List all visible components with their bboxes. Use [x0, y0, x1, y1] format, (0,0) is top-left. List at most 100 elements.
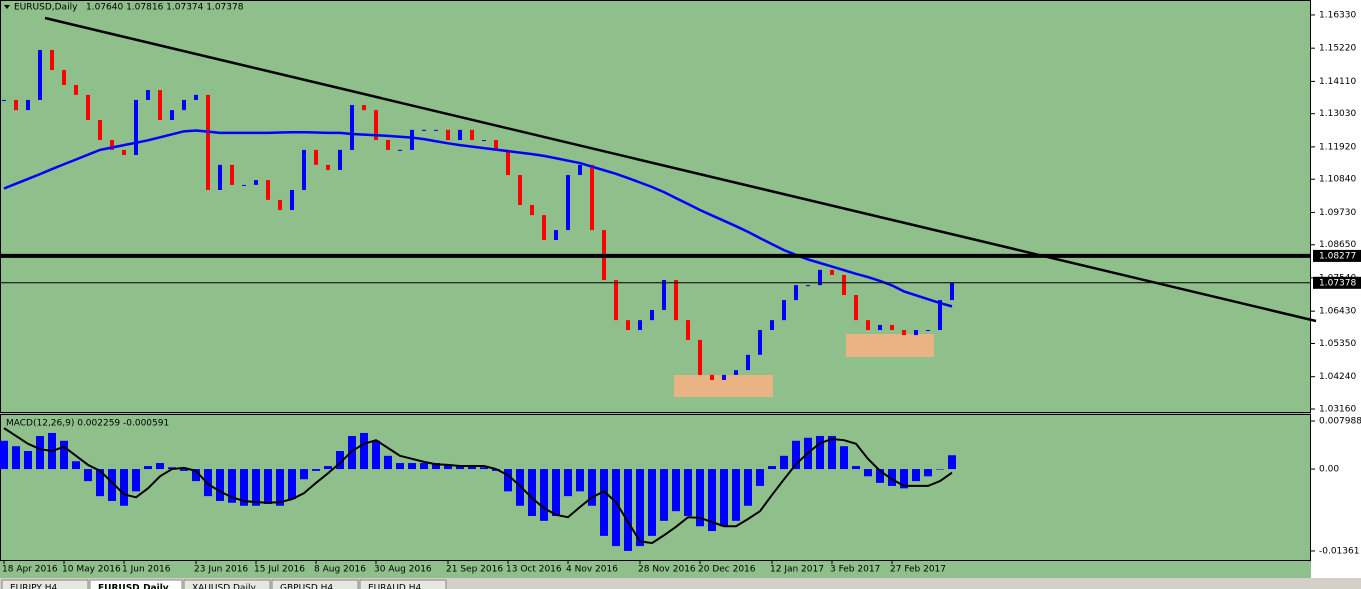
- macd-bar: [792, 440, 800, 470]
- candle-body: [698, 339, 702, 375]
- candle-body: [554, 230, 558, 240]
- candle-body: [386, 140, 390, 150]
- macd-bar: [300, 469, 308, 480]
- candle-body: [518, 175, 522, 205]
- candle-body: [950, 282, 954, 301]
- candle-body: [98, 119, 102, 141]
- x-tick-label: 8 Aug 2016: [314, 565, 366, 575]
- x-tick-label: 10 May 2016: [62, 565, 121, 575]
- candle-body: [614, 280, 618, 321]
- candle-body: [26, 99, 30, 111]
- candle-body: [194, 94, 198, 100]
- candle-body: [446, 129, 450, 141]
- candle-body: [110, 140, 114, 150]
- candle-body: [50, 49, 54, 71]
- y-tick-label: 1.13030: [1319, 109, 1356, 119]
- candle-body: [782, 300, 786, 321]
- candle-body: [638, 320, 642, 331]
- price-panel-border: [0, 0, 1311, 413]
- y-tick-label: 1.11920: [1319, 142, 1356, 152]
- tab[interactable]: [271, 579, 359, 589]
- candle-body: [338, 149, 342, 170]
- macd-bar: [60, 440, 68, 470]
- candle-body: [158, 90, 162, 120]
- macd-bar: [768, 466, 776, 470]
- candle-body: [686, 320, 690, 340]
- macd-bar: [708, 469, 716, 532]
- candle-body: [38, 49, 42, 100]
- macd-bar: [72, 461, 80, 470]
- candle-body: [734, 370, 738, 375]
- tab[interactable]: [359, 579, 447, 589]
- signal-line: [3, 427, 953, 545]
- macd-bar: [936, 469, 944, 470]
- candle-body: [878, 324, 882, 331]
- tab-label[interactable]: XAUUSD,Daily: [192, 584, 256, 589]
- macd-bar: [528, 469, 536, 517]
- x-tick-label: 20 Dec 2016: [698, 565, 756, 575]
- macd-bar: [240, 469, 248, 506]
- macd-bar: [504, 469, 512, 492]
- x-tick-label: 13 Oct 2016: [506, 565, 562, 575]
- macd-bar: [624, 469, 632, 551]
- candle-body: [470, 129, 474, 141]
- macd-bar: [0, 440, 8, 470]
- macd-bar: [864, 469, 872, 477]
- macd-bar: [636, 469, 644, 547]
- macd-bar: [120, 469, 128, 506]
- macd-bar: [948, 455, 956, 470]
- candle-body: [566, 175, 570, 231]
- y-tick-label: 1.08650: [1319, 240, 1356, 250]
- x-tick-label: 12 Jan 2017: [770, 565, 824, 575]
- macd-bar: [732, 469, 740, 521]
- x-tick-label: 15 Jul 2016: [254, 565, 305, 575]
- candle-body: [230, 164, 234, 185]
- candle-body: [674, 280, 678, 321]
- candle-body: [626, 320, 630, 331]
- candle-body: [770, 320, 774, 331]
- candle-body: [398, 149, 402, 151]
- candle-body: [662, 280, 666, 310]
- candle-body: [590, 164, 594, 231]
- macd-bar: [408, 463, 416, 470]
- candle-body: [410, 129, 414, 150]
- y-tick-label: 1.04240: [1319, 372, 1356, 382]
- candle-body: [506, 149, 510, 176]
- candle-body: [746, 354, 750, 371]
- x-tick-label: 3 Feb 2017: [830, 565, 880, 575]
- tab-label[interactable]: EURUSD,Daily: [98, 584, 169, 589]
- tab[interactable]: [89, 579, 183, 589]
- candle-body: [170, 110, 174, 120]
- tab[interactable]: [1, 579, 89, 589]
- macd-title: MACD(12,26,9) 0.002259 -0.000591: [6, 419, 169, 429]
- candle-body: [134, 99, 138, 155]
- y-tick-label: 1.10840: [1319, 175, 1356, 185]
- macd-bar: [360, 432, 368, 470]
- candle-body: [242, 184, 246, 186]
- candle-body: [434, 129, 438, 131]
- tab[interactable]: [183, 579, 271, 589]
- candle-body: [206, 94, 210, 190]
- x-tick-label: 23 Jun 2016: [194, 565, 248, 575]
- macd-bar: [348, 435, 356, 470]
- tab-label[interactable]: EURAUD,H4: [368, 584, 421, 589]
- ohlc-values: 1.07640 1.07816 1.07374 1.07378: [86, 3, 244, 13]
- level-label: 1.08277: [1319, 251, 1356, 261]
- y-tick-label: 1.15220: [1319, 44, 1356, 54]
- macd-bar: [468, 466, 476, 470]
- level-label-box: [1313, 276, 1361, 289]
- y-tick-label: -0.01361: [1319, 546, 1359, 556]
- x-tick-label: 21 Sep 2016: [446, 565, 503, 575]
- macd-bar: [252, 469, 260, 506]
- macd-bar: [600, 469, 608, 536]
- macd-bar: [888, 469, 896, 486]
- macd-bar: [312, 469, 320, 471]
- tab-label[interactable]: GBPUSD,H4: [280, 584, 333, 589]
- macd-bar: [672, 469, 680, 512]
- macd-bar: [108, 469, 116, 501]
- support-zone: [674, 375, 773, 397]
- tab-label[interactable]: EURJPY,H4: [10, 584, 58, 589]
- level-label-box: [1313, 249, 1361, 262]
- macd-bar: [264, 469, 272, 504]
- macd-bar: [156, 463, 164, 470]
